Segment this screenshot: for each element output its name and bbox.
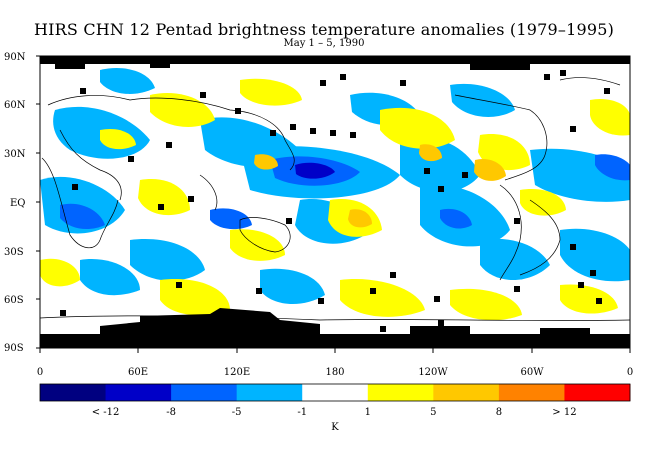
legend-swatch bbox=[105, 384, 172, 401]
legend-swatch bbox=[433, 384, 500, 401]
lon-label-60w: 60W bbox=[520, 367, 544, 378]
lat-label-60n: 60N bbox=[4, 100, 26, 111]
legend-swatch bbox=[302, 384, 369, 401]
warm-anomaly-regions bbox=[40, 78, 630, 321]
longitude-axis: 0 60E 120E 180 120W 60W 0 bbox=[37, 348, 633, 378]
lon-label-120w: 120W bbox=[418, 367, 448, 378]
legend-label: > 12 bbox=[552, 407, 576, 418]
legend-label: -8 bbox=[166, 407, 176, 418]
very-strong-cool-anomaly-regions bbox=[295, 162, 335, 179]
coastlines bbox=[39, 77, 631, 321]
lat-label-90s: 90S bbox=[4, 343, 24, 354]
map-title: HIRS CHN 12 Pentad brightness temperatur… bbox=[33, 20, 615, 39]
lat-label-60s: 60S bbox=[4, 295, 24, 306]
legend-swatch bbox=[367, 384, 434, 401]
missing-data-pixels bbox=[60, 70, 610, 332]
lat-label-eq: EQ bbox=[10, 198, 26, 209]
legend-label: -5 bbox=[232, 407, 242, 418]
lat-label-30n: 30N bbox=[4, 149, 26, 160]
latitude-axis: 90N 60N 30N EQ 30S 60S 90S bbox=[4, 52, 40, 354]
legend-swatch bbox=[498, 384, 565, 401]
legend-swatch bbox=[564, 384, 631, 401]
legend-swatch bbox=[171, 384, 238, 401]
map-panel bbox=[39, 55, 631, 349]
legend-swatch bbox=[236, 384, 303, 401]
lon-label-60e: 60E bbox=[128, 367, 148, 378]
lon-label-120e: 120E bbox=[224, 367, 250, 378]
legend-frame bbox=[39, 383, 631, 402]
legend-swatches bbox=[40, 384, 631, 401]
legend-label: -1 bbox=[297, 407, 307, 418]
color-legend: < -12 -8 -5 -1 1 5 8 > 12 K bbox=[39, 383, 631, 433]
lat-label-90n: 90N bbox=[4, 52, 26, 63]
legend-labels: < -12 -8 -5 -1 1 5 8 > 12 bbox=[92, 407, 577, 418]
lon-label-0-end: 0 bbox=[627, 367, 633, 378]
legend-unit: K bbox=[331, 422, 339, 433]
lon-label-180: 180 bbox=[325, 367, 344, 378]
legend-swatch bbox=[40, 384, 107, 401]
map-subtitle: May 1 – 5, 1990 bbox=[283, 38, 365, 49]
legend-label: 5 bbox=[430, 407, 436, 418]
missing-data-regions bbox=[40, 56, 630, 348]
legend-label: 1 bbox=[365, 407, 371, 418]
lon-label-0: 0 bbox=[37, 367, 43, 378]
lat-label-30s: 30S bbox=[4, 247, 24, 258]
legend-label: < -12 bbox=[92, 407, 120, 418]
strong-warm-anomaly-regions bbox=[254, 144, 506, 228]
legend-label: 8 bbox=[496, 407, 502, 418]
